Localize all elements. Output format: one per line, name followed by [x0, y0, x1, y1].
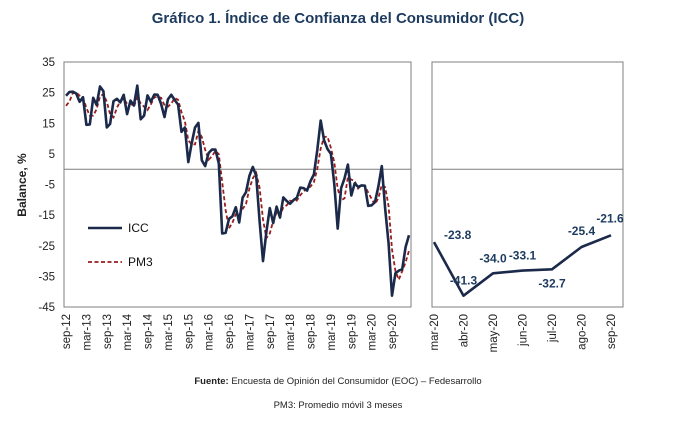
chart-title: Gráfico 1. Índice de Confianza del Consu… [151, 10, 525, 27]
y-tick-label: -35 [38, 271, 55, 283]
y-tick-label: 35 [42, 57, 55, 69]
data-label: -34.0 [479, 251, 507, 265]
x-tick-label: sep-14 [143, 313, 155, 349]
x-tick-label: mar-13 [81, 314, 93, 350]
y-tick-label: 5 [49, 149, 55, 161]
data-label: -33.1 [509, 249, 537, 263]
data-label: -41.3 [450, 274, 478, 288]
x-tick-label: mar-17 [244, 314, 256, 350]
x-tick-label: sep-18 [306, 314, 318, 349]
x-tick-label: sep-15 [183, 314, 195, 349]
legend-icc-label: ICC [128, 221, 149, 235]
y-tick-label: 15 [42, 118, 55, 130]
x-tick-label-recent: sep-20 [606, 314, 618, 349]
y-tick-label: -5 [45, 180, 55, 192]
legend-pm3-label: PM3 [128, 255, 153, 269]
data-labels: -23.8 -41.3-34.0 -33.1-32.7 -25.4-21.6 [444, 211, 624, 290]
left-plot-frame [63, 61, 412, 308]
icc-recent-series-line [432, 234, 612, 298]
y-tick-label: 25 [42, 88, 55, 100]
x-tick-label-recent: ago-20 [577, 314, 589, 350]
right-panel: mar-20 abr-20 may-20 jun-20 jul-20 ago-20 sep-… [429, 61, 624, 352]
y-axis-ticks: 35 25 15 5 -5 -15 -25 -35 -45 [38, 57, 55, 314]
x-tick-label: mar-20 [367, 314, 379, 350]
x-tick-label: mar-18 [285, 314, 297, 350]
x-tick-label-recent: jun-20 [518, 314, 530, 347]
x-tick-label: sep-12 [61, 314, 73, 349]
x-axis-ticks-left: sep-12 mar-13 sep-13 mar-14 sep-14 mar-15 sep-… [61, 313, 399, 350]
x-tick-label: mar-16 [204, 314, 216, 350]
y-axis-label: Balance, % [15, 153, 29, 217]
x-tick-label: mar-19 [326, 314, 338, 350]
x-tick-label: sep-19 [346, 314, 358, 349]
left-panel: 35 25 15 5 -5 -15 -25 -35 -45 sep-12 mar-13 sep-13… [15, 57, 412, 350]
source-label: Fuente: [194, 376, 229, 387]
x-tick-label-recent: mar-20 [429, 314, 441, 350]
data-label: -23.8 [444, 228, 472, 242]
x-tick-label-recent: may-20 [488, 314, 500, 352]
source-text: Encuesta de Opinión del Consumidor (EOC)… [228, 376, 482, 387]
x-tick-label: mar-14 [122, 313, 134, 350]
y-tick-label: -25 [38, 241, 55, 253]
y-tick-label: -45 [38, 302, 55, 314]
right-plot-frame [431, 61, 624, 308]
source-note: Fuente: Encuesta de Opinión del Consumid… [0, 376, 676, 387]
x-tick-label-recent: jul-20 [547, 314, 559, 343]
x-tick-label: mar-15 [163, 314, 175, 350]
legend: ICC PM3 [88, 221, 153, 269]
icc-series-line [65, 84, 411, 298]
data-label: -25.4 [568, 224, 596, 238]
pm3-note: PM3: Promedio móvil 3 meses [273, 400, 403, 411]
x-axis-ticks-right: mar-20 abr-20 may-20 jun-20 jul-20 ago-20 sep-… [429, 314, 618, 352]
x-tick-label-recent: abr-20 [459, 314, 471, 347]
data-label: -32.7 [538, 276, 566, 290]
x-tick-label: sep-17 [265, 314, 277, 349]
x-tick-label: sep-16 [224, 314, 236, 349]
x-tick-label: sep-13 [102, 314, 114, 349]
x-tick-label: sep-20 [387, 314, 399, 349]
data-label: -21.6 [596, 211, 624, 225]
y-tick-label: -15 [38, 210, 55, 222]
